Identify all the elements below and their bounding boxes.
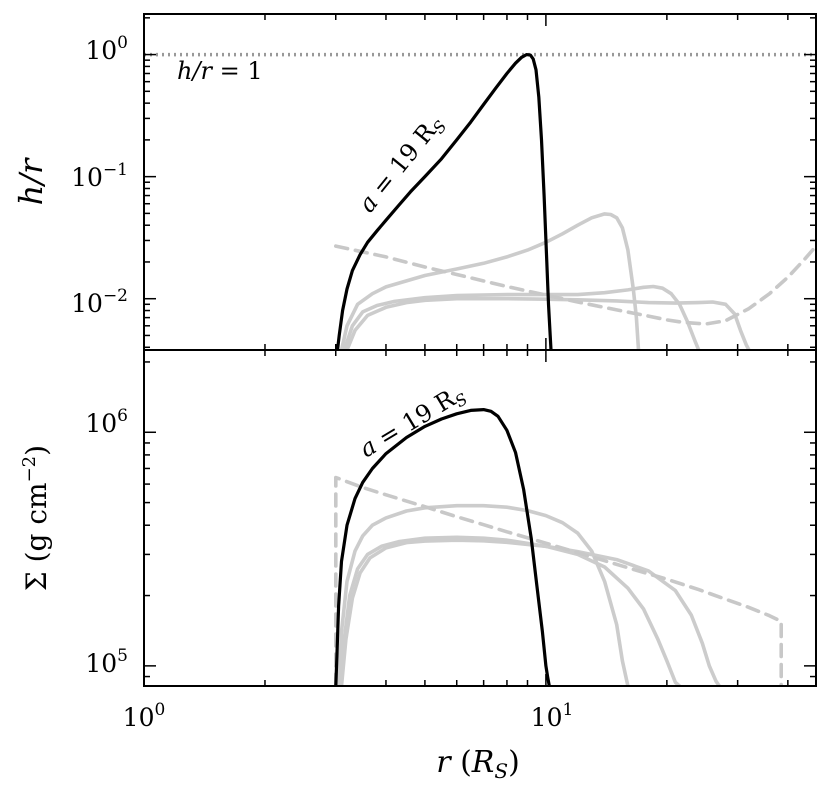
xlabel-R: R: [471, 745, 495, 780]
xlabel-close: ): [508, 745, 520, 780]
bottom-ytick-label-1e6: 106: [85, 406, 128, 438]
bottom-series-4-line: [334, 475, 783, 686]
sigma-exp: −2: [19, 456, 40, 483]
a19b-sub: S: [452, 389, 471, 411]
xtick-label-1e0: 100: [123, 700, 166, 732]
top-ytick-exp-1: −1: [103, 160, 128, 180]
bottom-ylabel: Σ (g cm−2): [19, 445, 53, 591]
bottom-series-1-line: [336, 503, 630, 686]
a19b-a: a: [355, 432, 382, 463]
bottom-series-2-line: [338, 535, 682, 686]
top-panel: 100 10−1 10−2 h/r h/r = 1 a = 19 RS: [12, 13, 817, 351]
bottom-series-group: [334, 408, 783, 686]
xlabel-sub: S: [494, 759, 508, 783]
a19-a: a: [353, 189, 384, 218]
top-ylabel: h/r: [12, 157, 50, 205]
bottom-ticks: [143, 350, 816, 686]
hr1-lhs: h/r: [177, 57, 214, 85]
bottom-series-0-line: [334, 408, 551, 686]
top-ytick-label-1e0: 100: [85, 33, 128, 65]
xtick-label-1e1: 101: [531, 700, 574, 732]
top-ytick-label-1e-2: 10−2: [71, 286, 128, 318]
xlabel: r (RS): [436, 745, 520, 783]
bottom-panel: 106 105 Σ (g cm−2) a = 19 RS 100 101 r (…: [19, 349, 817, 783]
xtick-exp-0: 0: [154, 700, 165, 720]
sigma-close: ): [20, 445, 53, 456]
bottom-axes-frame: [143, 349, 817, 687]
bottom-ytick-label-1e5: 105: [85, 646, 128, 678]
bottom-ytick-exp-6: 6: [117, 406, 128, 426]
top-annotation-hr1: h/r = 1: [177, 57, 263, 85]
bottom-ytick-exp-5: 5: [117, 646, 128, 666]
top-ytick-exp-0: 0: [117, 33, 128, 53]
top-ytick-label-1e-1: 10−1: [71, 160, 128, 192]
top-series-3-line: [345, 296, 751, 350]
top-series-group: [144, 52, 816, 350]
xtick-exp-1: 1: [562, 700, 573, 720]
top-ytick-exp-2: −2: [103, 286, 128, 306]
top-series-0-line: [335, 53, 553, 350]
top-series-4-line: [334, 244, 816, 326]
a19-sub: S: [429, 117, 451, 138]
bottom-series-3-line: [339, 538, 722, 686]
top-series-2-line: [342, 284, 701, 350]
xlabel-r: r: [436, 745, 452, 780]
bottom-annotation-a19: a = 19 RS: [355, 379, 471, 466]
